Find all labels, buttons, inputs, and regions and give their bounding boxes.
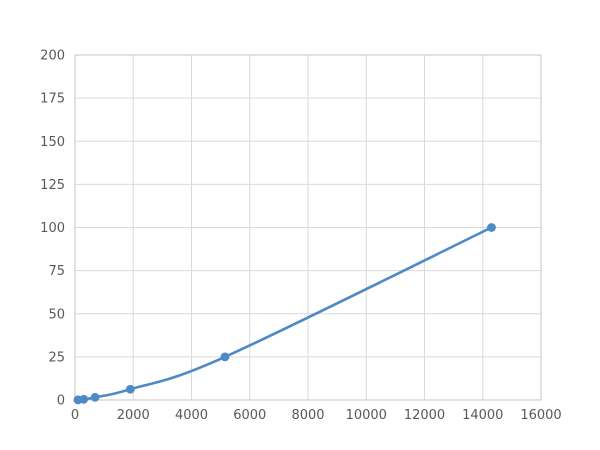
data-point	[487, 223, 496, 232]
x-tick-label: 10000	[346, 408, 387, 423]
x-tick-label: 6000	[233, 408, 266, 423]
y-tick-label: 150	[40, 135, 65, 150]
tick-labels: 0 2000 4000 6000 8000 10000 12000 14000 16000 0 25…	[40, 49, 562, 424]
x-tick-label: 16000	[520, 408, 561, 423]
data-point	[90, 392, 100, 402]
data-point	[79, 394, 89, 404]
y-tick-label: 25	[48, 350, 65, 365]
series-markers	[73, 223, 496, 405]
x-tick-label: 4000	[175, 408, 208, 423]
data-point	[220, 352, 230, 362]
y-tick-label: 200	[40, 49, 65, 64]
x-tick-label: 2000	[117, 408, 150, 423]
y-tick-label: 0	[57, 394, 65, 409]
x-tick-label: 8000	[291, 408, 324, 423]
y-tick-label: 75	[48, 264, 65, 279]
y-tick-label: 175	[40, 92, 65, 107]
y-tick-label: 125	[40, 178, 65, 193]
y-tick-label: 50	[48, 307, 65, 322]
data-point	[125, 384, 135, 394]
plot-border	[74, 54, 542, 401]
x-tick-label: 12000	[404, 408, 445, 423]
y-tick-label: 100	[40, 221, 65, 236]
x-tick-label: 0	[71, 408, 79, 423]
x-tick-label: 14000	[462, 408, 503, 423]
